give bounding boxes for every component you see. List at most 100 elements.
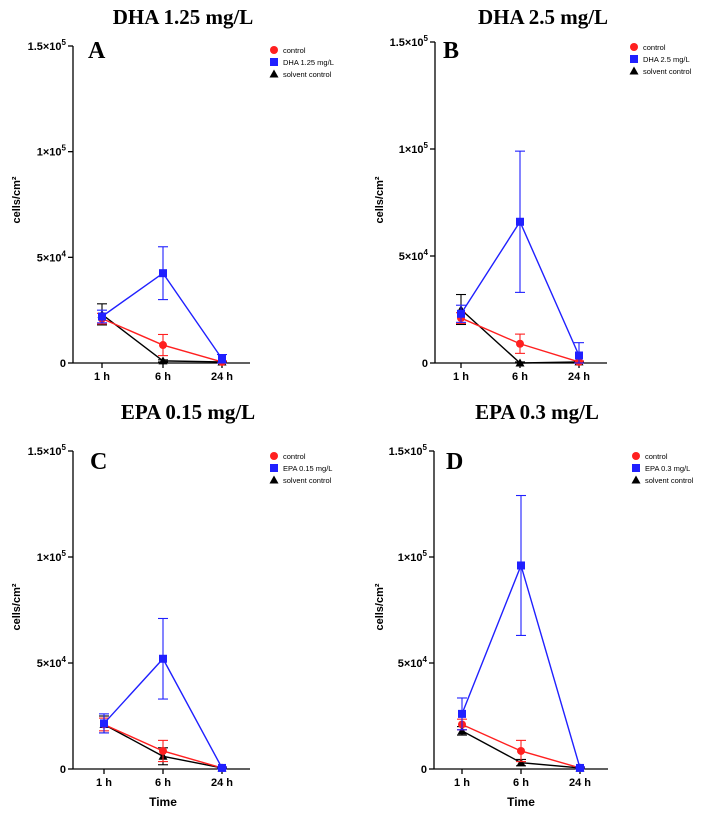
legend-marker	[270, 464, 278, 472]
series-circle	[456, 312, 584, 366]
legend-marker	[629, 66, 639, 75]
series-triangle	[456, 293, 584, 367]
legend-label: solvent control	[645, 476, 694, 485]
y-tick-label: 0	[60, 764, 66, 776]
y-axis-label: cells/cm²	[11, 583, 23, 630]
legend-label: solvent control	[283, 70, 332, 79]
legend-marker	[630, 55, 638, 63]
legend-label: control	[283, 452, 306, 461]
chart-title: EPA 0.15 mg/L	[121, 400, 255, 424]
data-point	[159, 654, 167, 663]
y-tick-label: 1.5×105	[28, 38, 67, 53]
x-axis-label: Time	[149, 795, 177, 809]
legend-marker	[269, 475, 279, 484]
legend-marker	[270, 46, 278, 54]
panel-letter: B	[443, 38, 459, 64]
panel-letter: D	[446, 449, 463, 475]
data-point	[98, 312, 106, 321]
legend-marker	[270, 452, 278, 460]
legend-label: solvent control	[283, 476, 332, 485]
data-point	[517, 746, 525, 755]
y-tick-label: 1.5×105	[389, 443, 428, 458]
legend-label: DHA 1.25 mg/L	[283, 58, 334, 67]
legend-label: control	[283, 46, 306, 55]
legend-marker	[630, 43, 638, 51]
legend: control DHA 1.25 mg/L solvent control	[269, 46, 334, 79]
data-point	[517, 561, 525, 570]
x-tick-label: 1 h	[454, 777, 470, 789]
data-point	[100, 719, 108, 728]
data-point	[516, 339, 524, 348]
legend-marker	[270, 58, 278, 66]
chart-title: EPA 0.3 mg/L	[475, 400, 599, 424]
y-tick-label: 5×104	[37, 655, 67, 670]
x-tick-label: 6 h	[155, 371, 171, 383]
legend-label: EPA 0.3 mg/L	[645, 464, 690, 473]
y-tick-label: 5×104	[399, 248, 429, 263]
data-point	[218, 354, 226, 363]
data-point	[576, 763, 584, 772]
y-tick-label: 1×105	[398, 549, 428, 564]
data-point	[457, 726, 467, 735]
data-point	[159, 269, 167, 278]
data-point	[159, 746, 167, 755]
y-tick-label: 0	[60, 358, 66, 370]
y-tick-label: 0	[421, 764, 427, 776]
x-tick-label: 1 h	[94, 371, 110, 383]
data-point	[158, 356, 168, 365]
data-point	[575, 351, 583, 360]
y-tick-label: 5×104	[37, 249, 67, 264]
data-point	[516, 217, 524, 226]
x-tick-label: 6 h	[155, 777, 171, 789]
y-axis-label: cells/cm²	[374, 583, 386, 630]
series-square	[457, 494, 585, 772]
legend-marker	[269, 69, 279, 78]
legend-marker	[632, 452, 640, 460]
x-tick-label: 24 h	[211, 777, 233, 789]
legend-label: control	[645, 452, 668, 461]
chart-panel-a: DHA 1.25 mg/L A 0 5×104 1×105 1.5×105 1 h 6 h 24…	[11, 5, 334, 383]
series-square	[456, 150, 584, 364]
chart-panel-b: DHA 2.5 mg/L B 0 5×104 1×105 1.5×105 1 h 6 h 24 …	[374, 5, 692, 383]
y-tick-label: 1×105	[37, 144, 67, 159]
y-tick-label: 1×105	[37, 549, 67, 564]
legend-label: EPA 0.15 mg/L	[283, 464, 332, 473]
y-tick-label: 5×104	[398, 655, 428, 670]
legend-label: control	[643, 43, 666, 52]
legend: control DHA 2.5 mg/L solvent control	[629, 43, 692, 76]
x-tick-label: 1 h	[96, 777, 112, 789]
chart-panel-c: EPA 0.15 mg/L C 0 5×104 1×105 1.5×105 1 h 6 h 24…	[11, 400, 332, 809]
y-axis-label: cells/cm²	[11, 176, 23, 223]
x-tick-label: 24 h	[211, 371, 233, 383]
legend-marker	[632, 464, 640, 472]
panel-letter: C	[90, 449, 107, 475]
data-point	[218, 763, 226, 772]
x-axis-label: Time	[507, 795, 535, 809]
x-tick-label: 1 h	[453, 371, 469, 383]
panel-letter: A	[88, 38, 106, 64]
data-point	[516, 758, 526, 767]
legend-marker	[631, 475, 641, 484]
data-point	[159, 341, 167, 350]
data-point	[458, 709, 466, 718]
legend-label: solvent control	[643, 67, 692, 76]
x-tick-label: 24 h	[568, 371, 590, 383]
y-axis-label: cells/cm²	[374, 176, 386, 223]
series-circle	[97, 312, 227, 366]
chart-panel-d: EPA 0.3 mg/L D 0 5×104 1×105 1.5×105 1 h 6 h 24 …	[374, 400, 694, 809]
series-square	[97, 246, 227, 364]
y-tick-label: 1.5×105	[28, 443, 67, 458]
chart-title: DHA 1.25 mg/L	[113, 5, 254, 29]
chart-title: DHA 2.5 mg/L	[478, 5, 608, 29]
legend: control EPA 0.3 mg/L solvent control	[631, 452, 694, 485]
data-point	[457, 309, 465, 318]
legend: control EPA 0.15 mg/L solvent control	[269, 452, 332, 485]
series-line	[101, 313, 223, 363]
x-tick-label: 6 h	[512, 371, 528, 383]
x-tick-label: 24 h	[569, 777, 591, 789]
legend-label: DHA 2.5 mg/L	[643, 55, 690, 64]
x-tick-label: 6 h	[513, 777, 529, 789]
y-tick-label: 1×105	[399, 141, 429, 156]
y-tick-label: 1.5×105	[390, 34, 429, 49]
